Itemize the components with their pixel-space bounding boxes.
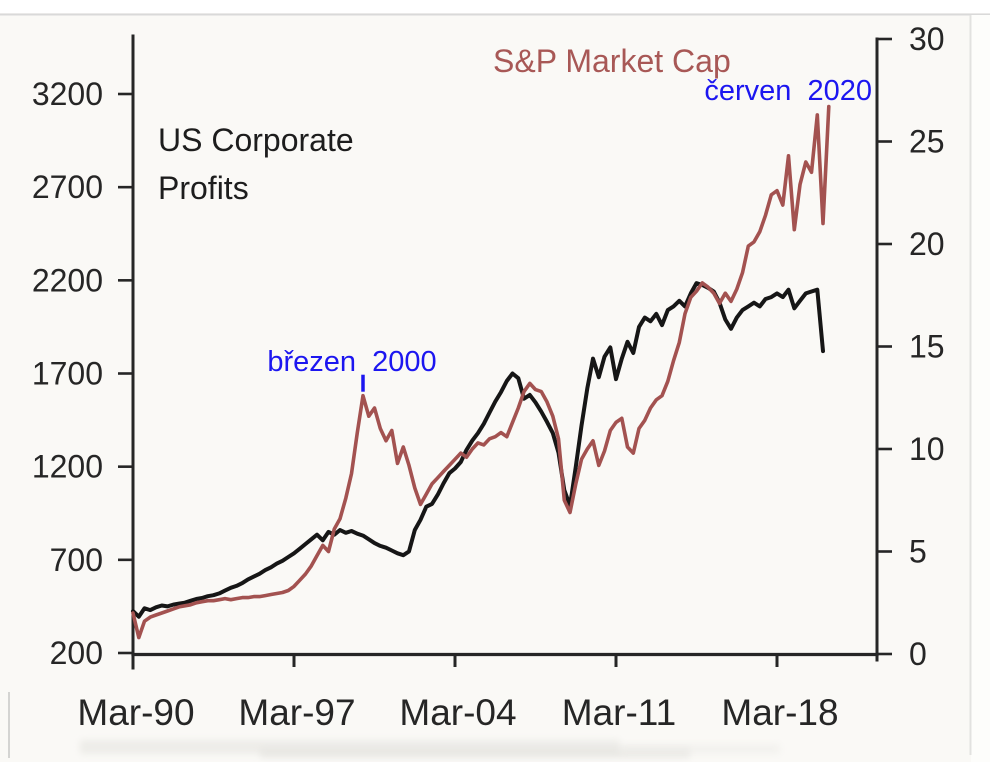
right-tick-label: 30 <box>909 21 945 57</box>
left-axis-ticks: 200 700 1200 1700 2200 2700 3200 <box>32 76 132 671</box>
x-tick-label: Mar-11 <box>562 692 676 733</box>
x-tick-label: Mar-90 <box>77 692 194 733</box>
profits-line <box>131 281 825 619</box>
right-margin <box>971 15 990 762</box>
left-tick-label: 1200 <box>32 449 103 485</box>
right-tick-label: 15 <box>909 329 945 365</box>
left-tick-label: 700 <box>50 542 103 578</box>
bottom-smudges <box>80 740 780 758</box>
right-tick-label: 5 <box>909 534 927 570</box>
left-tick-label: 1700 <box>32 356 103 392</box>
annotation-june-2020: červen 2020 <box>704 75 872 107</box>
annotation-march-2000: březen 2000 <box>267 346 436 378</box>
x-axis-ticks: Mar-90 Mar-97 Mar-04 Mar-11 Mar-18 <box>77 655 839 733</box>
left-tick-label: 3200 <box>32 76 103 112</box>
x-tick-label: Mar-97 <box>238 692 355 733</box>
marketcap-line <box>131 104 831 640</box>
series-lines <box>131 104 831 640</box>
left-series-title-line2: Profits <box>158 170 249 206</box>
x-tick-label: Mar-04 <box>399 692 516 733</box>
left-tick-label: 200 <box>50 635 103 671</box>
right-tick-label: 0 <box>909 636 927 672</box>
right-tick-label: 20 <box>909 226 945 262</box>
left-tick-label: 2200 <box>32 262 103 298</box>
right-axis-ticks: 0 5 10 15 20 25 30 <box>877 21 945 672</box>
x-tick-label: Mar-18 <box>721 692 838 733</box>
left-series-title-line1: US Corporate <box>158 122 354 158</box>
right-tick-label: 10 <box>909 431 945 467</box>
left-tick-label: 2700 <box>32 169 103 205</box>
top-margin <box>0 0 990 13</box>
right-series-title: S&P Market Cap <box>493 43 731 79</box>
right-tick-label: 25 <box>909 124 945 160</box>
